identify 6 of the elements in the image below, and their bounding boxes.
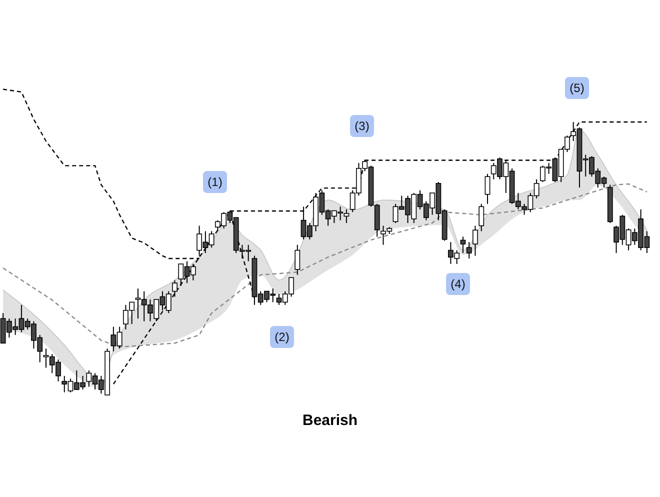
annotation: (4) [450, 277, 466, 291]
annotation: (2) [274, 330, 290, 344]
annotation: (1) [208, 175, 222, 189]
text: Bearish [302, 412, 358, 429]
text: (5) [570, 81, 584, 95]
annotation: (3) [354, 119, 370, 133]
